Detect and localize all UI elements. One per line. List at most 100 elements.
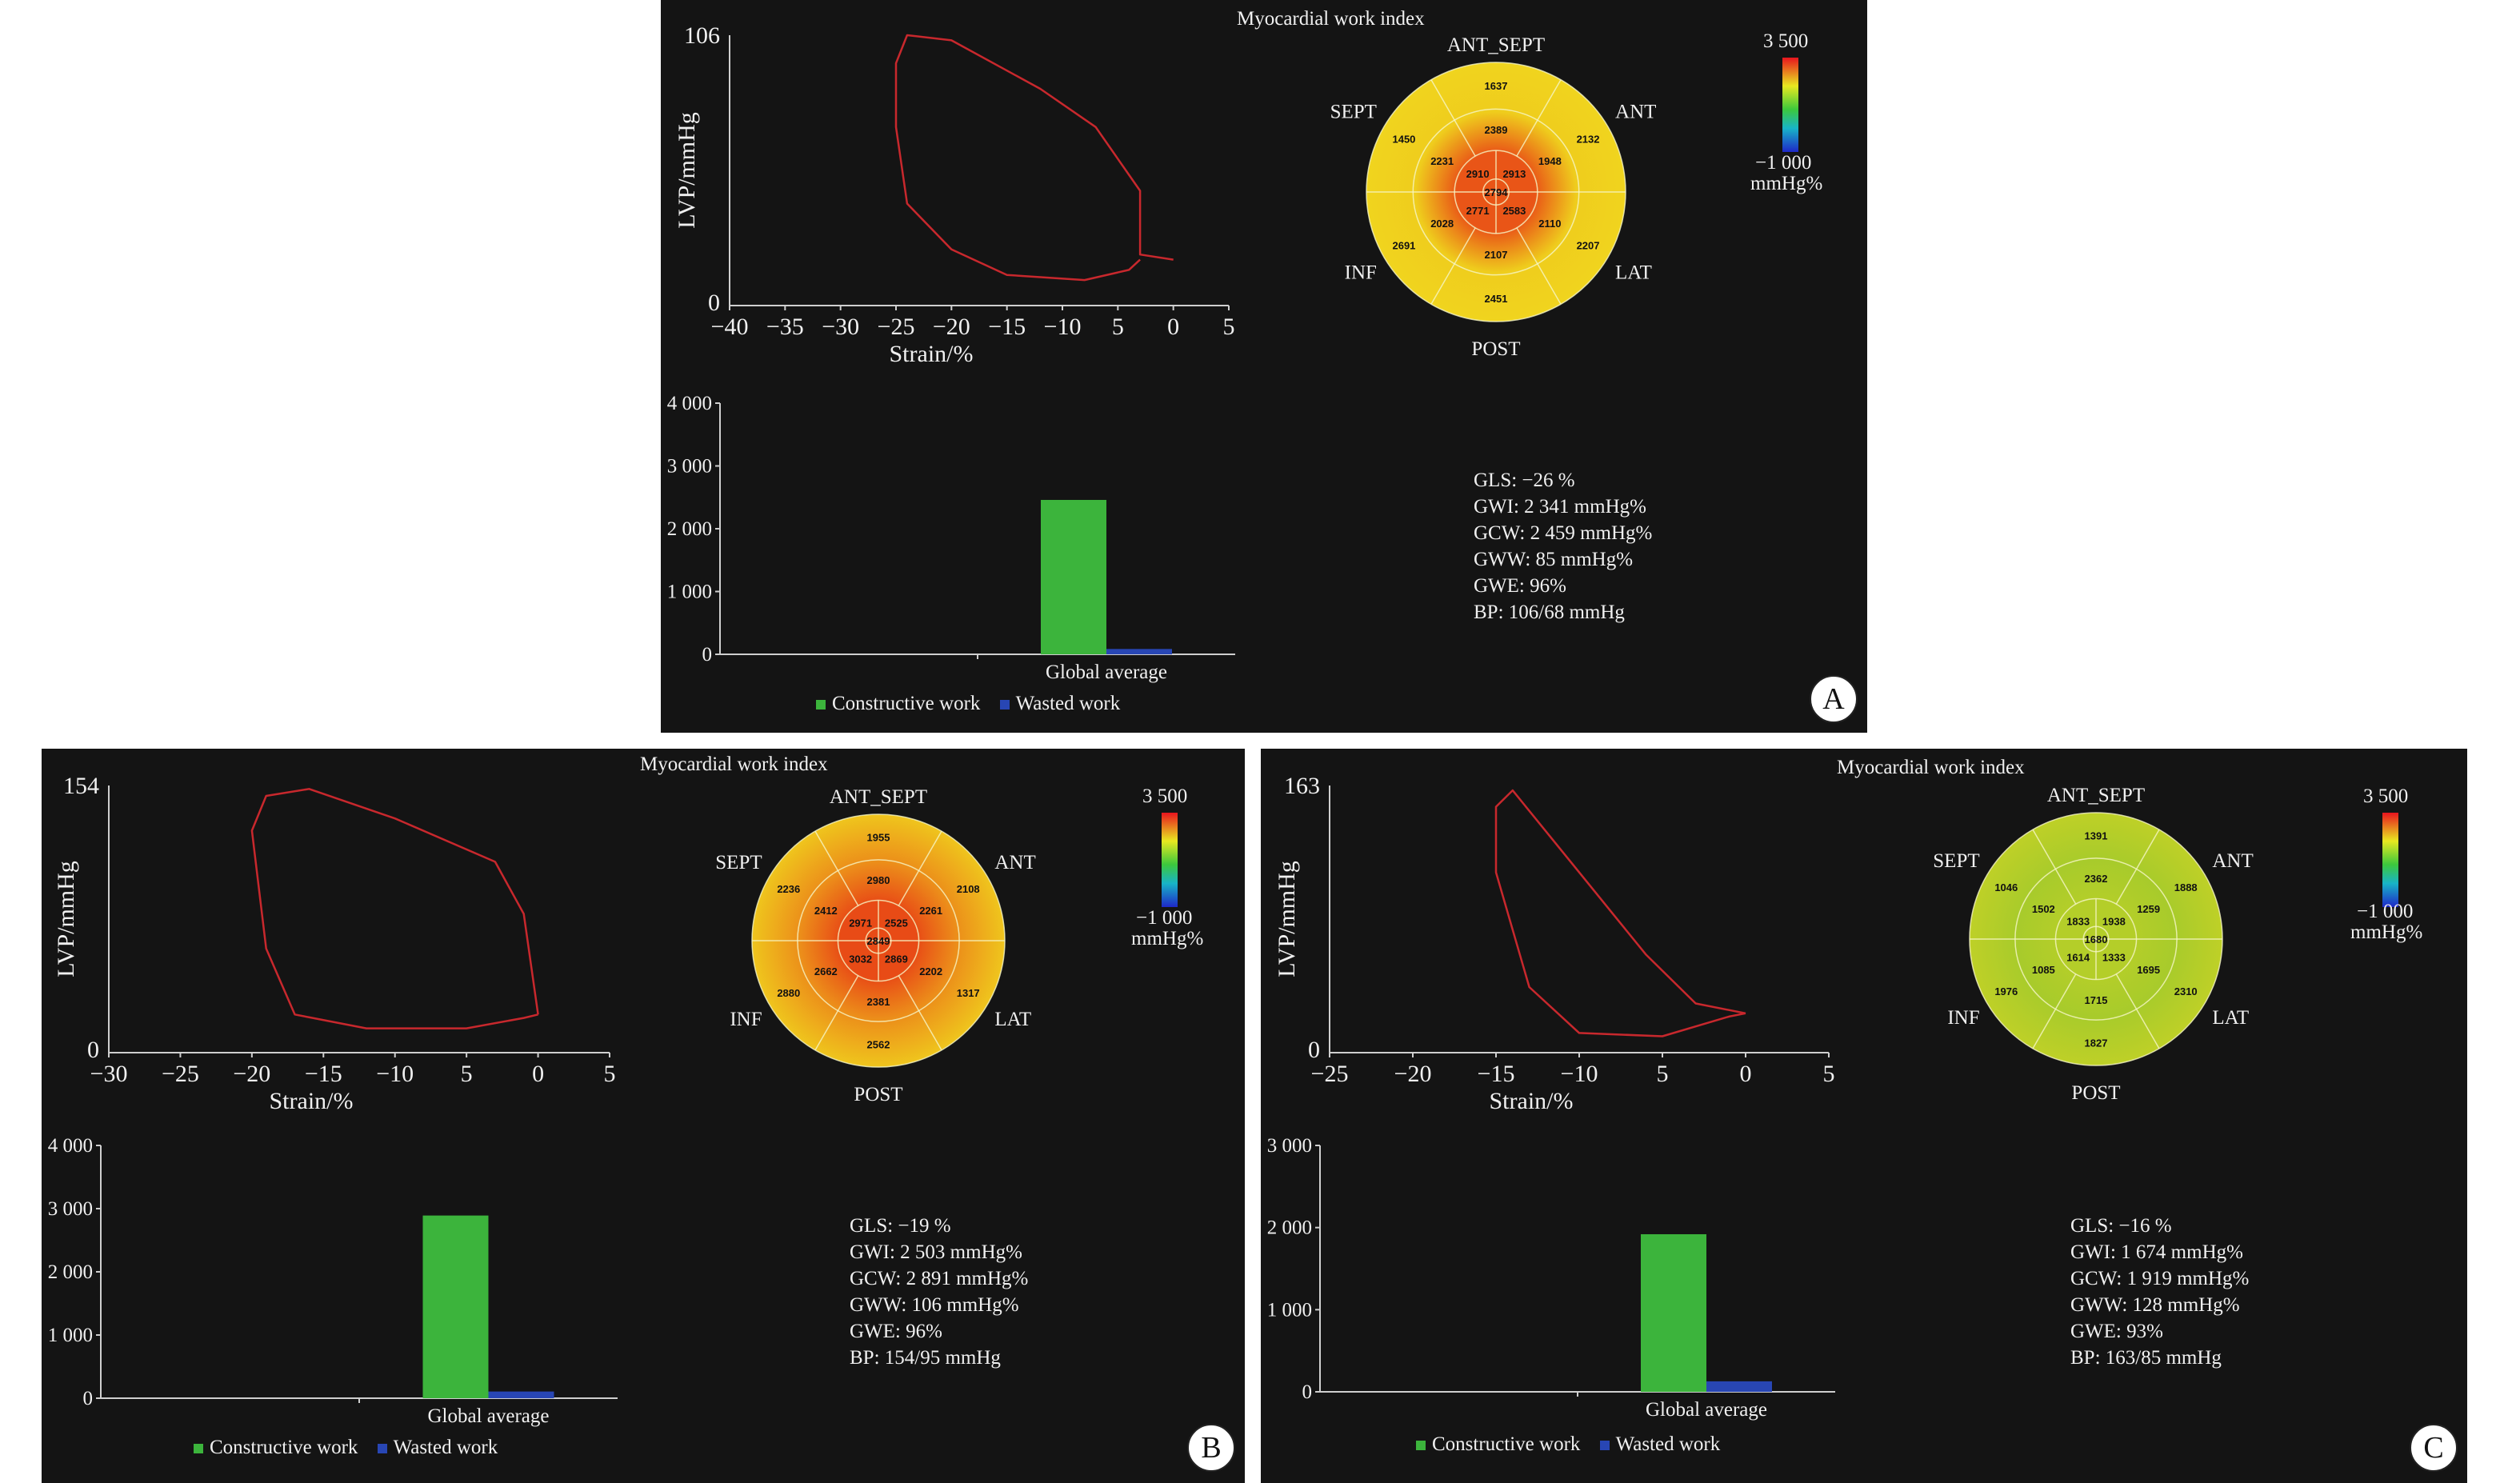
bar-y-tick-label: 0 [83,1388,94,1409]
bullseye-basal-value: 2236 [777,883,800,895]
scale-max-label: 3 500 [2363,785,2409,807]
legend-swatch-constructive [194,1444,203,1454]
loop-x-tick-label: −25 [878,314,915,340]
bullseye-divider [814,975,859,1051]
bullseye-apical-value: 1333 [2102,951,2126,963]
bullseye-mid-value: 2107 [1485,249,1508,261]
loop-x-tick-label: 0 [1740,1061,1752,1087]
bullseye-basal-value: 1317 [957,987,980,999]
bar-y-tick-label: 0 [1302,1381,1313,1403]
loop-x-tick-label: −35 [766,314,804,340]
bullseye-basal-value: 2880 [777,987,800,999]
bullseye-divider [2115,973,2160,1049]
bullseye-basal-value: 2310 [2174,985,2198,997]
bullseye-basal-value: 1450 [1392,134,1415,146]
bullseye-title: Myocardial work index [640,753,828,775]
bullseye-apical-value: 2971 [849,917,872,929]
bullseye-divider [1516,227,1562,305]
loop-x-tick-label: −20 [1394,1061,1432,1087]
loop-x-tick-label: 5 [1823,1061,1835,1087]
metric-gcw: GCW: 1 919 mmHg% [2070,1268,2250,1289]
metric-bp: BP: 154/95 mmHg [850,1347,1001,1369]
panel-letter-c: C [2410,1424,2458,1472]
bullseye-mid-value: 2381 [867,996,890,1008]
metric-gwe: GWE: 96% [1474,575,1566,597]
loop-ymax-label: 106 [684,22,720,49]
bar-category-label: Global average [1046,662,1167,683]
scale-min-label: −1 000 [2357,901,2414,922]
bullseye-apical-value: 3032 [849,953,872,965]
bullseye-basal-value: 1976 [1994,985,2018,997]
loop-x-tick-label: −40 [711,314,749,340]
color-scale-bar [1782,58,1798,152]
label-ant-sept: ANT_SEPT [2047,785,2145,806]
bullseye-basal-value: 2108 [957,883,980,895]
bullseye-mid-value: 2202 [919,965,942,977]
label-post: POST [1471,338,1520,360]
loop-x-tick-label: −25 [1311,1061,1349,1087]
legend-wasted-label: Wasted work [393,1437,498,1458]
metric-gww: GWW: 128 mmHg% [2070,1294,2240,1316]
panel-a: 106 0 −40 −35 −30 −25 −20 −15 −10 5 0 5 Strain/% LVP/… [661,0,1867,733]
bar-y-tick-label: 0 [702,644,713,666]
bullseye-basal-value: 2451 [1485,293,1508,305]
loop-ymin-label: 0 [1308,1037,1320,1063]
loop-x-tick-label: 5 [1223,314,1235,340]
bullseye-mid-value: 2110 [1538,218,1561,230]
label-inf: INF [1345,262,1377,283]
bar-y-tick-label: 3 000 [667,456,712,478]
metric-gwe: GWE: 93% [2070,1321,2163,1342]
loop-x-axis-label: Strain/% [270,1088,354,1114]
label-post: POST [854,1084,902,1105]
metric-gww: GWW: 106 mmHg% [850,1294,1019,1316]
legend-constructive-label: Constructive work [210,1437,358,1458]
legend-constructive-label: Constructive work [832,693,981,714]
loop-x-tick-label: −20 [933,314,970,340]
panel-b: 154 0 −30 −25 −20 −15 −10 5 0 5 Strain/% LVP/mmHg 4 … [42,749,1245,1483]
loop-x-tick-label: −30 [90,1061,128,1087]
loop-x-tick-label: 0 [1167,314,1179,340]
scale-unit-label: mmHg% [1131,928,1204,949]
bar-constructive-work [422,1215,489,1398]
loop-x-axis-label: Strain/% [1490,1088,1574,1114]
loop-ymax-label: 163 [1284,773,1320,799]
bullseye-basal-value: 1046 [1994,881,2018,893]
bullseye-apical-value: 1833 [2066,916,2090,928]
bullseye-apical-value: 2910 [1466,168,1490,180]
label-ant: ANT [994,852,1035,873]
bullseye-basal-value: 2132 [1577,134,1600,146]
bullseye-mid-value: 2028 [1430,218,1454,230]
bar-legend: Constructive work Wasted work [1416,1433,1720,1456]
bar-y-tick-label: 2 000 [48,1261,93,1283]
bullseye-apex-value: 1680 [2085,933,2108,945]
legend-constructive-label: Constructive work [1432,1433,1581,1455]
bullseye-basal-value: 1955 [867,831,890,843]
metrics-block: GLS: −16 % GWI: 1 674 mmHg% GCW: 1 919 m… [2070,1213,2249,1371]
legend-swatch-wasted [377,1444,387,1454]
bar-y-tick-label: 2 000 [1267,1217,1312,1239]
bullseye-mid-value: 1085 [2032,964,2055,976]
color-scale-bar [2382,813,2398,907]
legend-swatch-wasted [1599,1441,1610,1451]
bullseye-divider [898,830,942,906]
panel-c: 163 0 −25 −20 −15 −10 5 0 5 Strain/% LVP/mmHg 3 000… [1261,749,2467,1483]
loop-x-tick-label: 0 [532,1061,544,1087]
bullseye-apical-value: 2913 [1502,168,1526,180]
bullseye-apical-value: 1938 [2102,916,2126,928]
bullseye-mid-value: 2261 [919,905,942,917]
pressure-strain-loop [250,788,539,1029]
bullseye-mid-value: 1502 [2032,903,2055,915]
bar-constructive-work [1041,499,1106,654]
pressure-strain-loop [894,34,1174,282]
bar-y-tick-label: 4 000 [48,1135,93,1157]
bullseye-mid-value: 2231 [1430,155,1454,167]
metric-gwi: GWI: 2 341 mmHg% [1474,496,1646,518]
label-ant: ANT [2212,850,2253,872]
label-ant: ANT [1615,102,1656,123]
bullseye-apical-value: 2869 [885,953,908,965]
bullseye-mid-value: 2389 [1485,124,1508,136]
bullseye-basal-value: 1637 [1485,80,1508,92]
loop-x-tick-label: −15 [988,314,1026,340]
bar-wasted-work [1106,649,1172,654]
